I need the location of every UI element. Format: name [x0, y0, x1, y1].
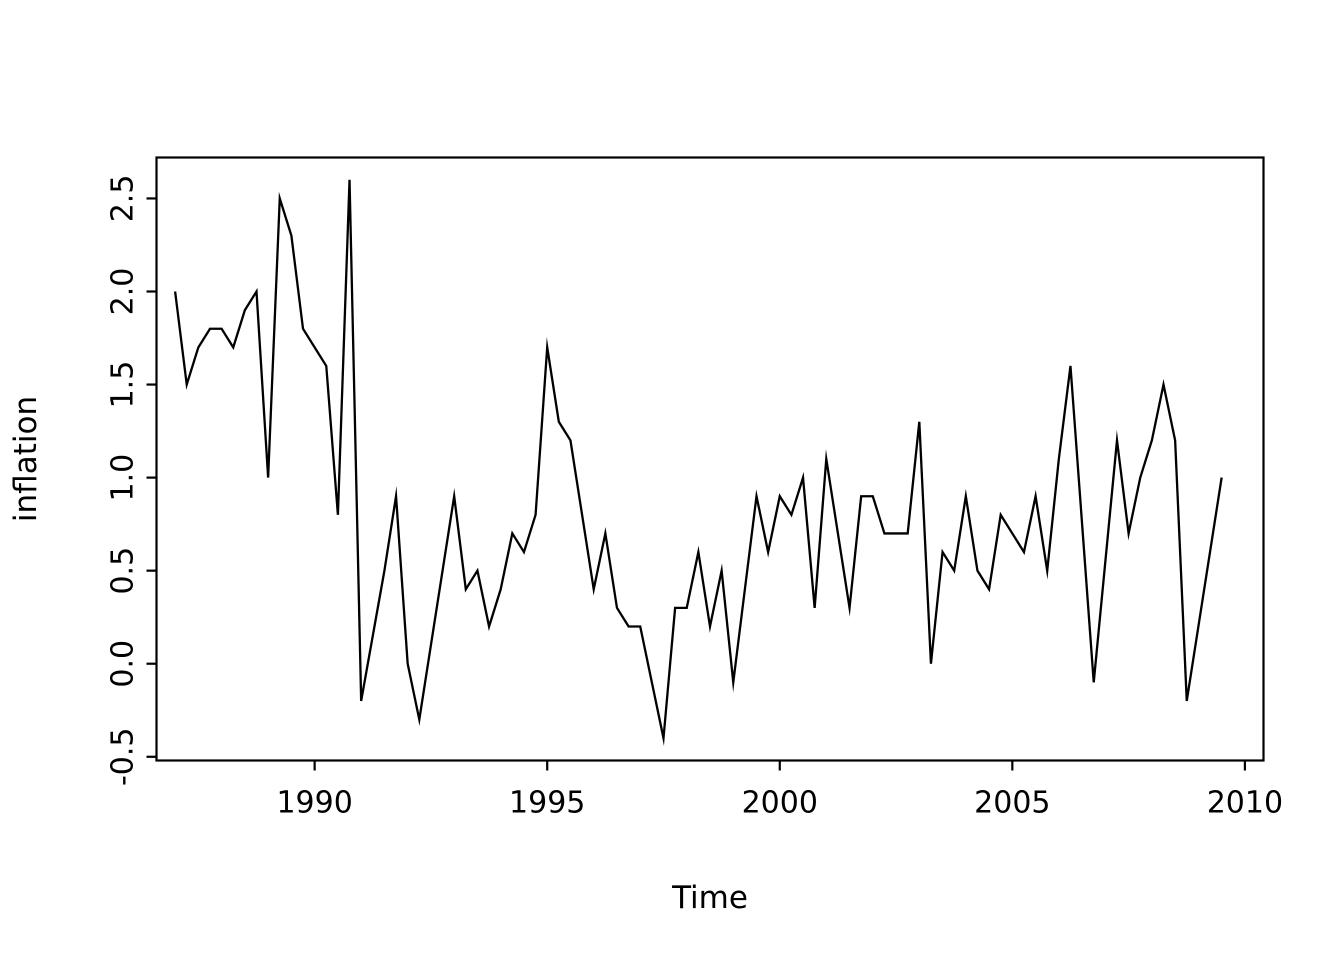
x-tick-label: 2010: [1207, 786, 1283, 821]
y-axis-title: inflation: [8, 396, 44, 522]
x-tick-label: 2000: [742, 786, 818, 821]
inflation-series: [173, 179, 1223, 746]
x-axis-title: Time: [671, 880, 748, 916]
y-tick-label: 2.5: [106, 175, 141, 223]
y-axis: -0.5 0.0 0.5 1.0 1.5 2.0 2.5: [106, 175, 157, 786]
x-axis: 1990 1995 2000 2005 2010: [276, 760, 1283, 821]
inflation-line: [173, 179, 1223, 746]
y-tick-label: 1.0: [106, 454, 141, 502]
y-tick-label: 1.5: [106, 361, 141, 409]
x-tick-label: 2005: [974, 786, 1050, 821]
y-tick-label: 2.0: [106, 268, 141, 316]
x-tick-label: 1990: [276, 786, 352, 821]
x-tick-label: 1995: [509, 786, 585, 821]
y-tick-label: 0.5: [106, 547, 141, 595]
y-tick-label: -0.5: [106, 728, 141, 787]
plot-box-border: [155, 156, 1265, 762]
y-tick-label: 0.0: [106, 640, 141, 688]
